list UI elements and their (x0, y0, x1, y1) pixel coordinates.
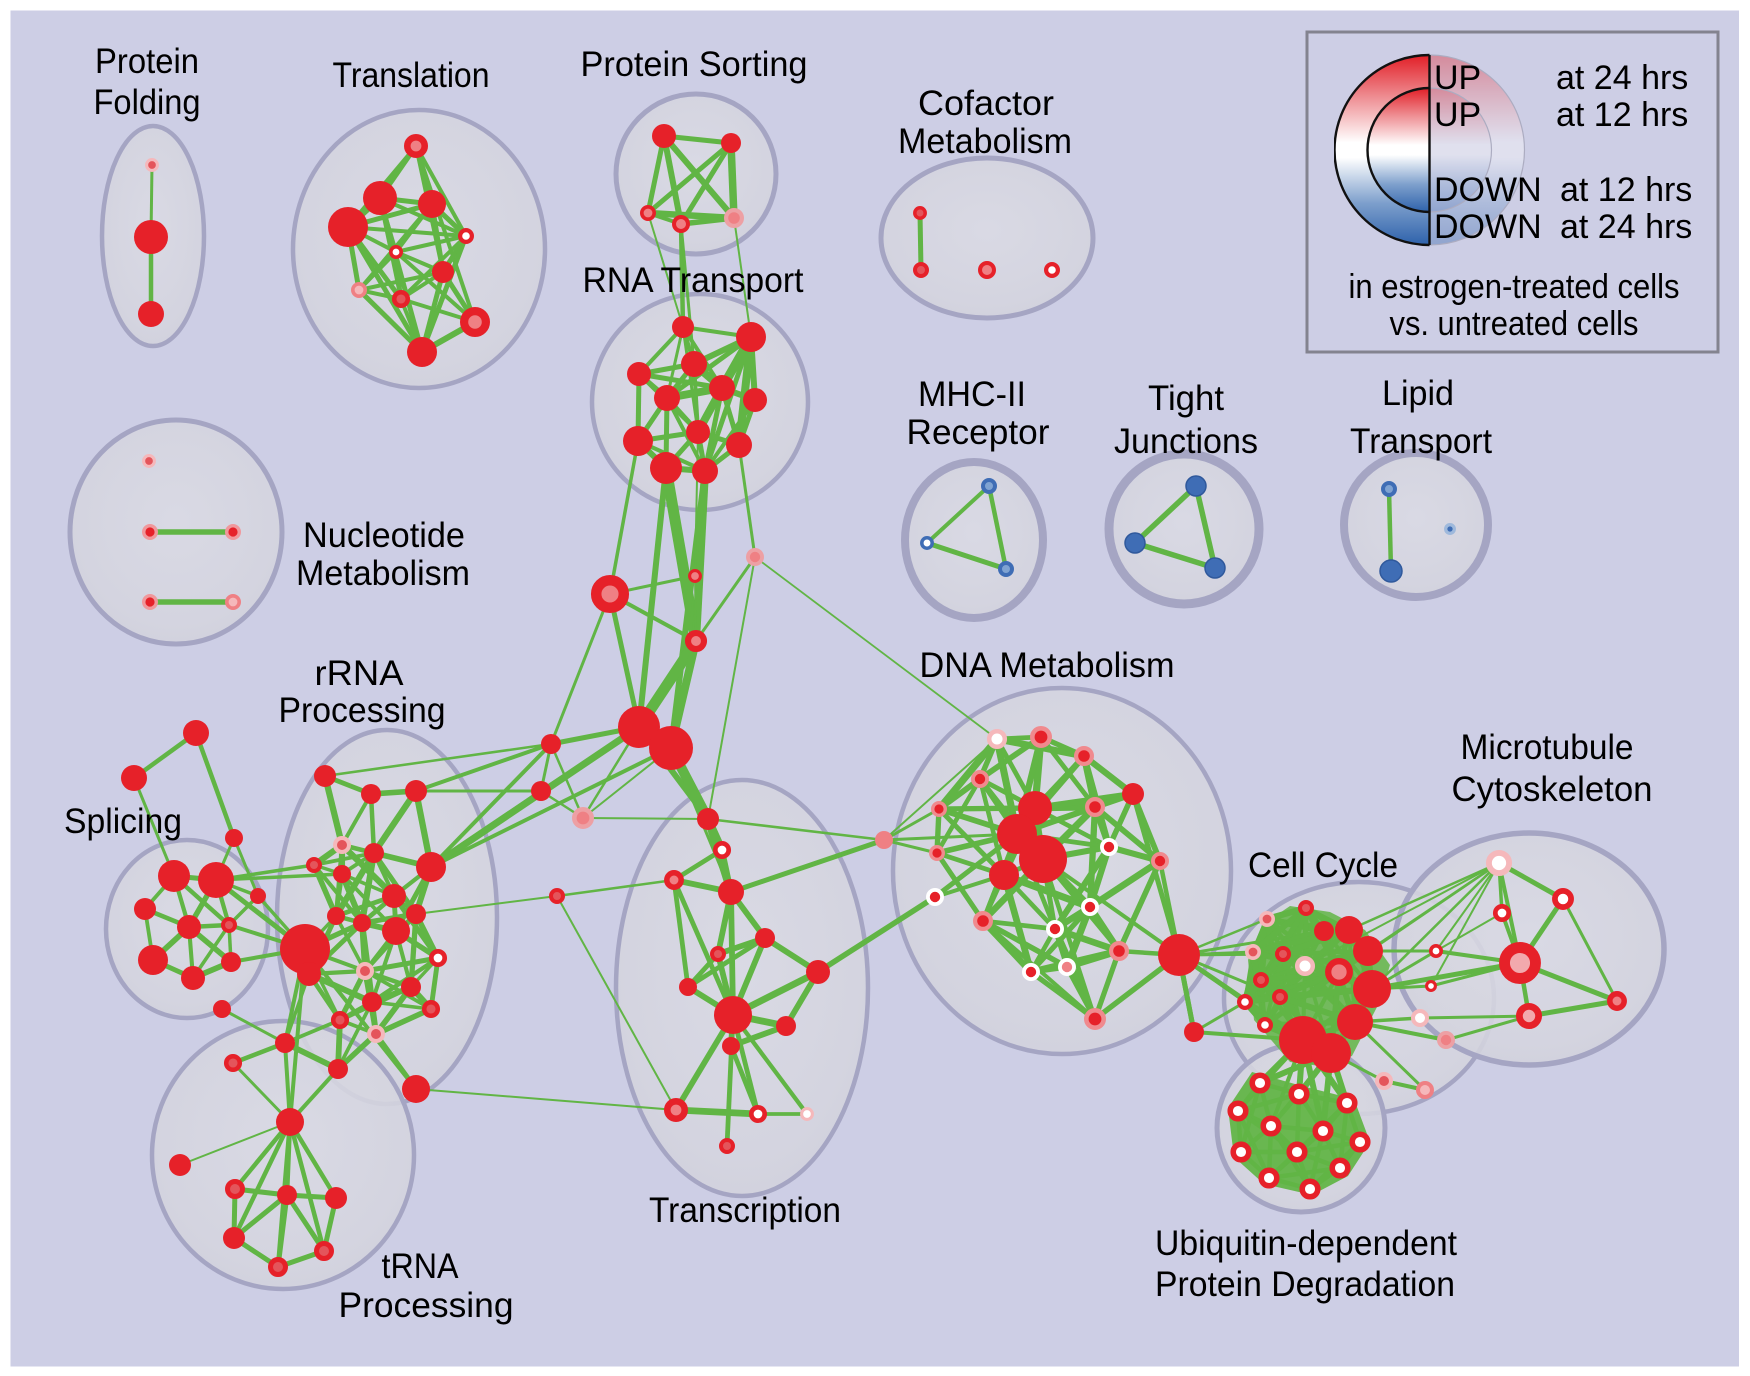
svg-text:Junctions: Junctions (1114, 422, 1258, 461)
svg-text:Protein: Protein (95, 42, 199, 81)
svg-text:Transport: Transport (1350, 422, 1492, 461)
svg-text:Tight: Tight (1148, 379, 1224, 418)
svg-text:Lipid: Lipid (1382, 374, 1454, 413)
svg-text:Ubiquitin-dependent: Ubiquitin-dependent (1155, 1224, 1457, 1263)
svg-text:at 12 hrs: at 12 hrs (1556, 96, 1688, 134)
svg-text:rRNA: rRNA (315, 654, 405, 693)
svg-text:Cell Cycle: Cell Cycle (1248, 846, 1398, 885)
svg-text:Processing: Processing (279, 691, 446, 730)
svg-text:Processing: Processing (339, 1286, 514, 1325)
svg-text:at 12 hrs: at 12 hrs (1560, 171, 1692, 209)
svg-text:Nucleotide: Nucleotide (303, 516, 465, 555)
svg-text:MHC-II: MHC-II (918, 375, 1026, 414)
svg-text:vs. untreated cells: vs. untreated cells (1390, 305, 1639, 343)
svg-text:RNA Transport: RNA Transport (583, 261, 804, 300)
svg-text:Splicing: Splicing (64, 802, 182, 841)
svg-text:Protein Sorting: Protein Sorting (581, 45, 808, 84)
svg-text:Transcription: Transcription (649, 1191, 841, 1230)
svg-text:Receptor: Receptor (907, 413, 1050, 452)
svg-text:Microtubule: Microtubule (1461, 728, 1634, 767)
svg-text:at 24 hrs: at 24 hrs (1560, 208, 1692, 246)
svg-text:tRNA: tRNA (382, 1247, 460, 1286)
svg-text:Metabolism: Metabolism (296, 554, 470, 593)
svg-text:DNA Metabolism: DNA Metabolism (920, 646, 1175, 685)
svg-text:DOWN: DOWN (1434, 171, 1542, 209)
svg-text:UP: UP (1434, 59, 1481, 97)
svg-text:Metabolism: Metabolism (898, 122, 1072, 161)
svg-text:UP: UP (1434, 96, 1481, 134)
svg-text:Folding: Folding (94, 83, 201, 122)
svg-text:at 24 hrs: at 24 hrs (1556, 59, 1688, 97)
svg-text:Protein Degradation: Protein Degradation (1155, 1265, 1455, 1304)
svg-text:Cofactor: Cofactor (918, 84, 1054, 123)
svg-text:DOWN: DOWN (1434, 208, 1542, 246)
svg-text:in estrogen-treated cells: in estrogen-treated cells (1349, 268, 1680, 306)
svg-text:Cytoskeleton: Cytoskeleton (1452, 770, 1653, 809)
svg-text:Translation: Translation (333, 56, 490, 95)
